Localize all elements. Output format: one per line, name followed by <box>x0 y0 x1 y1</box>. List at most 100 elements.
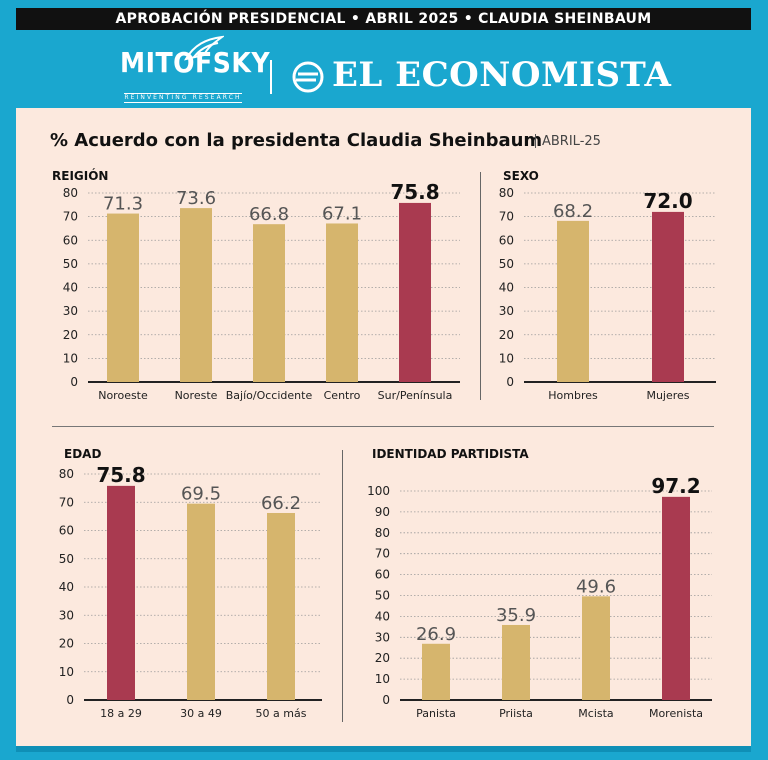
mitofsky-bird-icon <box>184 35 224 61</box>
y-tick-label: 50 <box>59 552 74 566</box>
chart-title: EDAD <box>64 447 101 461</box>
category-label: Noroeste <box>98 389 148 402</box>
bar <box>399 202 431 382</box>
divider-vertical-top <box>480 172 481 400</box>
data-label: 73.6 <box>176 188 216 209</box>
bar <box>582 596 610 700</box>
bar <box>422 643 450 700</box>
logo-separator <box>270 60 272 94</box>
y-tick-label: 30 <box>499 304 514 318</box>
category-label: Priista <box>499 707 533 720</box>
y-tick-label: 60 <box>63 233 78 247</box>
y-tick-label: 50 <box>63 257 78 271</box>
data-label: 97.2 <box>651 474 700 498</box>
economista-logo: EL ECONOMISTA <box>332 55 672 95</box>
y-tick-label: 70 <box>59 495 74 509</box>
y-tick-label: 80 <box>63 186 78 200</box>
category-label: 18 a 29 <box>100 707 142 720</box>
y-tick-label: 40 <box>375 609 390 623</box>
y-tick-label: 60 <box>375 568 390 582</box>
y-tick-label: 10 <box>63 351 78 365</box>
bar <box>652 211 684 382</box>
divider-vertical-bottom <box>342 450 343 722</box>
y-tick-label: 0 <box>382 693 390 707</box>
economista-globe-icon <box>292 61 324 93</box>
y-tick-label: 80 <box>59 467 74 481</box>
divider-horizontal <box>52 426 714 427</box>
bar <box>107 485 135 700</box>
bar <box>662 496 690 700</box>
banner: APROBACIÓN PRESIDENCIAL • ABRIL 2025 • C… <box>16 8 751 30</box>
data-label: 67.1 <box>322 203 362 224</box>
category-label: Mujeres <box>646 389 689 402</box>
category-label: Mcista <box>578 707 613 720</box>
bottom-strip <box>16 746 751 752</box>
chart-title: SEXO <box>503 169 539 183</box>
y-tick-label: 0 <box>66 693 74 707</box>
y-tick-label: 80 <box>375 526 390 540</box>
bar <box>107 213 139 382</box>
y-tick-label: 100 <box>367 484 390 498</box>
y-tick-label: 20 <box>59 637 74 651</box>
data-label: 71.3 <box>103 194 143 215</box>
category-label: 30 a 49 <box>180 707 222 720</box>
mitofsky-logo: MITOFSKY <box>120 46 271 79</box>
data-label: 75.8 <box>96 463 145 487</box>
title-separator <box>535 134 536 148</box>
category-label: Hombres <box>548 389 598 402</box>
bar <box>180 208 212 382</box>
chart-title: REIGIÓN <box>52 168 108 183</box>
category-label: Bajío/Occidente <box>226 389 313 402</box>
bar <box>502 624 530 700</box>
mitofsky-tagline: REINVENTING RESEARCH <box>124 93 242 103</box>
data-label: 66.8 <box>249 204 289 225</box>
y-tick-label: 80 <box>499 186 514 200</box>
bar <box>187 503 215 700</box>
brand-bar: MITOFSKY REINVENTING RESEARCH EL ECONOMI… <box>16 30 751 108</box>
y-tick-label: 20 <box>63 328 78 342</box>
y-tick-label: 60 <box>59 524 74 538</box>
data-label: 49.6 <box>576 576 616 597</box>
y-tick-label: 40 <box>499 281 514 295</box>
category-label: Panista <box>416 707 456 720</box>
data-label: 69.5 <box>181 484 221 505</box>
category-label: Noreste <box>175 389 218 402</box>
y-tick-label: 20 <box>375 651 390 665</box>
y-tick-label: 10 <box>375 672 390 686</box>
data-label: 35.9 <box>496 605 536 626</box>
bar <box>557 220 589 382</box>
bar <box>253 224 285 382</box>
data-label: 75.8 <box>390 180 439 204</box>
bar <box>267 512 295 700</box>
category-label: Morenista <box>649 707 703 720</box>
y-tick-label: 50 <box>499 257 514 271</box>
y-tick-label: 70 <box>375 547 390 561</box>
y-tick-label: 70 <box>63 210 78 224</box>
page-title: % Acuerdo con la presidenta Claudia Shei… <box>50 130 543 151</box>
data-label: 26.9 <box>416 624 456 645</box>
y-tick-label: 20 <box>499 328 514 342</box>
data-label: 72.0 <box>643 189 692 213</box>
y-tick-label: 30 <box>63 304 78 318</box>
title-date: ABRIL-25 <box>542 134 601 149</box>
category-label: Centro <box>324 389 361 402</box>
y-tick-label: 40 <box>63 281 78 295</box>
chart-title: IDENTIDAD PARTIDISTA <box>372 447 529 461</box>
y-tick-label: 30 <box>59 608 74 622</box>
data-label: 68.2 <box>553 201 593 222</box>
bar <box>326 223 358 382</box>
data-label: 66.2 <box>261 493 301 514</box>
y-tick-label: 10 <box>59 665 74 679</box>
category-label: 50 a más <box>256 707 307 720</box>
y-tick-label: 40 <box>59 580 74 594</box>
y-tick-label: 60 <box>499 233 514 247</box>
y-tick-label: 30 <box>375 630 390 644</box>
y-tick-label: 0 <box>506 375 514 389</box>
category-label: Sur/Península <box>378 389 453 402</box>
y-tick-label: 90 <box>375 505 390 519</box>
y-tick-label: 50 <box>375 589 390 603</box>
y-tick-label: 10 <box>499 351 514 365</box>
y-tick-label: 0 <box>70 375 78 389</box>
y-tick-label: 70 <box>499 210 514 224</box>
